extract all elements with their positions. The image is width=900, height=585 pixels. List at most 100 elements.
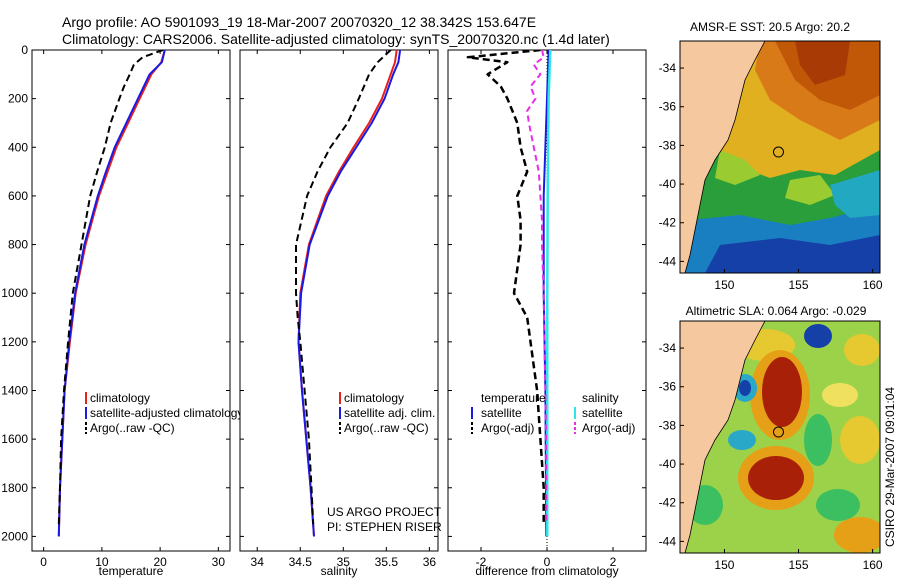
sla-blob-9 (844, 334, 880, 366)
legend-label-satellite: satellite-adjusted climatology (90, 406, 243, 420)
sla-land (680, 321, 766, 553)
sst-map-title: AMSR-E SST: 20.5 Argo: 20.2 (690, 20, 850, 34)
map-y-tick-label: -40 (659, 177, 677, 191)
y-tick-label: 1800 (1, 481, 28, 495)
legend-label-climatology: climatology (344, 391, 404, 405)
sst-hottest-core (795, 41, 850, 85)
sla-blob-12 (840, 416, 880, 464)
sst-cool-eddy (830, 170, 880, 218)
sst-front-1 (715, 150, 760, 185)
sst-map-panel: AMSR-E SST: 20.5 Argo: 20.2 150 155 160 -34… (659, 20, 883, 292)
map-y-tick-label: -42 (659, 496, 677, 510)
sst-map-field (680, 41, 880, 273)
x-tick-label: 34 (251, 555, 265, 569)
salinity-legend: climatology satellite adj. clim. Argo(..… (339, 391, 435, 435)
sst-front-2 (785, 175, 835, 205)
sla-map-panel: Altimetric SLA: 0.064 Argo: -0.029 150 15… (659, 304, 883, 572)
legend-label-argo: Argo(..raw -QC) (90, 421, 175, 435)
map-y-tick-label: -34 (659, 61, 677, 75)
csiro-timestamp: CSIRO 29-Mar-2007 09:01:04 (883, 387, 897, 547)
y-tick-label: 0 (21, 43, 28, 57)
difference-legend: temperature satellite Argo(-adj) salinit… (471, 391, 635, 435)
header-line2: Climatology: CARS2006. Satellite-adjuste… (62, 31, 610, 47)
series-line-satellite-adj-clim (297, 50, 402, 537)
legend-label-temp-satellite: satellite (481, 406, 522, 420)
temperature-panel: 0 200 400 600 800 1000 1200 1400 1600 1800 2000 0 1… (1, 43, 243, 578)
sla-float-marker (772, 426, 784, 438)
temperature-xlabel: temperature (99, 564, 164, 578)
map-x-tick-label: 150 (714, 558, 734, 572)
sla-blob-13 (816, 489, 860, 521)
x-tick-label: 35 (337, 555, 351, 569)
x-tick-label: 10 (95, 555, 109, 569)
legend-label-climatology: climatology (90, 391, 150, 405)
map-y-tick-label: -40 (659, 457, 677, 471)
sla-blob-10 (822, 383, 858, 407)
y-tick-label: 1200 (1, 335, 28, 349)
map-y-tick-label: -38 (659, 418, 677, 432)
sst-float-marker (772, 146, 784, 158)
sla-map-title: Altimetric SLA: 0.064 Argo: -0.029 (686, 304, 867, 318)
x-tick-label: 0 (40, 555, 47, 569)
y-tick-label: 800 (8, 238, 28, 252)
series-line-salinity-argo-adj (526, 50, 548, 525)
y-tick-label: 600 (8, 189, 28, 203)
x-tick-label: 30 (212, 555, 226, 569)
y-tick-label: 200 (8, 92, 28, 106)
y-tick-label: 2000 (1, 529, 28, 543)
map-x-tick-label: 150 (714, 278, 734, 292)
temperature-axes-frame (31, 49, 231, 552)
sla-blob-15 (834, 517, 880, 553)
series-line-salinity-satellite (546, 50, 552, 537)
sla-map-frame (679, 320, 881, 554)
sla-blob-5 (748, 456, 804, 500)
legend-label-temperature: temperature (481, 391, 546, 405)
sla-blob-3 (762, 357, 802, 427)
temperature-legend: climatology satellite-adjusted climatolo… (85, 391, 243, 435)
project-credit: US ARGO PROJECT (327, 505, 442, 519)
map-y-tick-label: -38 (659, 138, 677, 152)
map-y-tick-label: -44 (659, 534, 677, 548)
salinity-xlabel: salinity (321, 564, 358, 578)
legend-label-sal-argo: Argo(-adj) (582, 421, 635, 435)
legend-label-temp-argo: Argo(-adj) (481, 421, 534, 435)
salinity-panel: 34 34.5 35 35.5 36 salinity climatology sate… (239, 49, 442, 578)
map-x-tick-label: 155 (789, 558, 809, 572)
salinity-axes-frame (239, 49, 439, 552)
sla-blob-8 (804, 324, 832, 348)
x-tick-label: 20 (153, 555, 167, 569)
header-line1: Argo profile: AO 5901093_19 18-Mar-2007 … (62, 14, 536, 30)
x-tick-label: 2 (610, 555, 617, 569)
y-tick-label: 1000 (1, 286, 28, 300)
sla-map-field (680, 321, 880, 553)
y-tick-label: 1400 (1, 383, 28, 397)
map-x-tick-label: 160 (863, 558, 883, 572)
map-y-tick-label: -36 (659, 100, 677, 114)
x-tick-label: 36 (423, 555, 437, 569)
legend-label-argo: Argo(..raw -QC) (344, 421, 429, 435)
legend-label-salinity: salinity (582, 391, 619, 405)
sla-blob-11 (804, 414, 832, 466)
x-tick-label: 34.5 (289, 555, 313, 569)
sla-blob-16 (728, 430, 756, 450)
y-tick-label: 400 (8, 140, 28, 154)
series-line-argo-raw-qc (295, 50, 392, 525)
map-y-tick-label: -36 (659, 380, 677, 394)
map-y-tick-label: -34 (659, 341, 677, 355)
sst-land (680, 41, 766, 273)
legend-label-satellite: satellite adj. clim. (344, 406, 435, 420)
difference-xlabel: difference from climatology (475, 564, 618, 578)
x-tick-label: -2 (476, 555, 487, 569)
map-y-tick-label: -44 (659, 254, 677, 268)
pi-credit: PI: STEPHEN RISER (327, 520, 442, 534)
series-line-argo-raw-qc (57, 50, 164, 525)
map-x-tick-label: 160 (863, 278, 883, 292)
y-tick-label: 1600 (1, 432, 28, 446)
sst-map-frame (679, 40, 881, 274)
map-y-tick-label: -42 (659, 216, 677, 230)
sla-blob-7 (739, 380, 751, 396)
map-x-tick-label: 155 (789, 278, 809, 292)
difference-panel: -2 0 2 difference from climatology tempera… (447, 49, 647, 578)
